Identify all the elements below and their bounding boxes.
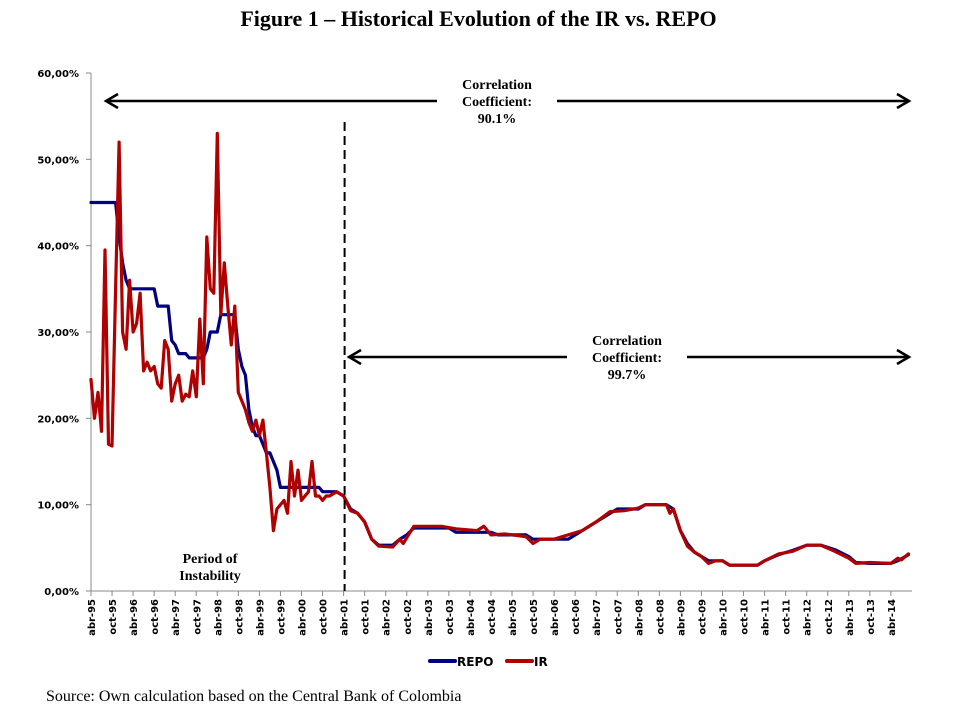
x-tick-label: oct-02 (403, 599, 414, 635)
annotation-correlation-90: Correlation Coefficient: 90.1% (103, 78, 912, 127)
x-tick-label: oct-97 (192, 599, 203, 635)
x-tick-label: abr-99 (255, 599, 266, 636)
y-tick-label: 30,00% (37, 328, 79, 339)
legend: REPO IR (428, 655, 548, 669)
x-tick-label: abr-12 (803, 599, 814, 636)
arrow-head-left-icon (346, 348, 362, 366)
x-tick-label: abr-05 (508, 599, 519, 636)
x-tick-label: abr-97 (171, 599, 182, 636)
series-lines (89, 131, 911, 567)
x-tick-label: abr-98 (213, 599, 224, 636)
x-tick-label: oct-01 (361, 599, 372, 635)
x-tick-label: abr-09 (676, 599, 687, 636)
x-tick-label: abr-08 (634, 599, 645, 636)
x-tick-label: abr-13 (845, 599, 856, 636)
x-tick-label: abr-01 (340, 599, 351, 636)
x-tick-label: abr-03 (424, 599, 435, 636)
y-tick-label: 0,00% (44, 587, 79, 598)
y-tick-label: 10,00% (37, 501, 79, 512)
y-tick-label: 60,00% (37, 69, 79, 80)
legend-label-repo: REPO (457, 655, 493, 669)
x-tick-label: abr-14 (887, 599, 898, 636)
x-tick-label: abr-11 (761, 599, 772, 636)
x-tick-label: abr-96 (129, 599, 140, 636)
annotation-text: Correlation (462, 78, 532, 93)
arrow-head-right-icon (896, 348, 912, 366)
annotation-text: 99.7% (608, 368, 647, 383)
y-tick-label: 20,00% (37, 414, 79, 425)
x-tick-label: oct-98 (234, 599, 245, 635)
y-tick-label: 40,00% (37, 242, 79, 253)
y-axis-ticks: 0,00% 10,00% 20,00% 30,00% 40,00% 50,00% 60,00… (37, 69, 91, 598)
x-tick-label: oct-96 (150, 599, 161, 635)
figure-title: Figure 1 – Historical Evolution of the I… (240, 6, 717, 31)
period-of-instability-label: Period of (183, 552, 238, 567)
period-of-instability-label: Instability (179, 569, 240, 584)
x-tick-label: oct-06 (571, 599, 582, 635)
x-tick-label: abr-06 (550, 599, 561, 636)
x-tick-label: oct-00 (319, 599, 330, 635)
x-tick-label: abr-02 (382, 599, 393, 636)
arrow-head-left-icon (103, 92, 119, 110)
x-tick-label: oct-03 (445, 599, 456, 635)
arrow-head-right-icon (896, 92, 912, 110)
x-tick-label: oct-08 (655, 599, 666, 635)
x-tick-label: abr-07 (592, 599, 603, 636)
series-ir-line (89, 131, 911, 567)
x-tick-label: abr-95 (87, 599, 98, 636)
annotation-text: Coefficient: (462, 95, 532, 110)
x-tick-label: oct-13 (866, 599, 877, 635)
x-tick-label: oct-95 (108, 599, 119, 635)
annotation-text: Correlation (592, 334, 662, 349)
legend-label-ir: IR (534, 655, 548, 669)
x-tick-label: oct-05 (529, 599, 540, 635)
x-tick-label: oct-99 (276, 599, 287, 635)
annotation-text: Coefficient: (592, 351, 662, 366)
x-tick-label: abr-10 (719, 599, 730, 636)
x-tick-label: oct-11 (782, 599, 793, 635)
x-tick-label: oct-04 (487, 599, 498, 635)
annotation-correlation-99: Correlation Coefficient: 99.7% (346, 334, 912, 383)
x-tick-label: oct-07 (613, 599, 624, 635)
x-tick-label: abr-00 (298, 599, 309, 636)
annotations: CorrelationCoefficient:90.1%CorrelationC… (103, 78, 912, 591)
x-tick-label: abr-04 (466, 599, 477, 636)
x-tick-label: oct-09 (697, 599, 708, 635)
source-note: Source: Own calculation based on the Cen… (46, 688, 462, 705)
x-tick-label: oct-12 (824, 599, 835, 635)
y-tick-label: 50,00% (37, 155, 79, 166)
x-axis-ticks: abr-95 oct-95 abr-96 oct-96 abr-97 oct-97 abr-… (87, 591, 898, 636)
annotation-text: 90.1% (478, 112, 517, 127)
x-tick-label: oct-10 (740, 599, 751, 635)
